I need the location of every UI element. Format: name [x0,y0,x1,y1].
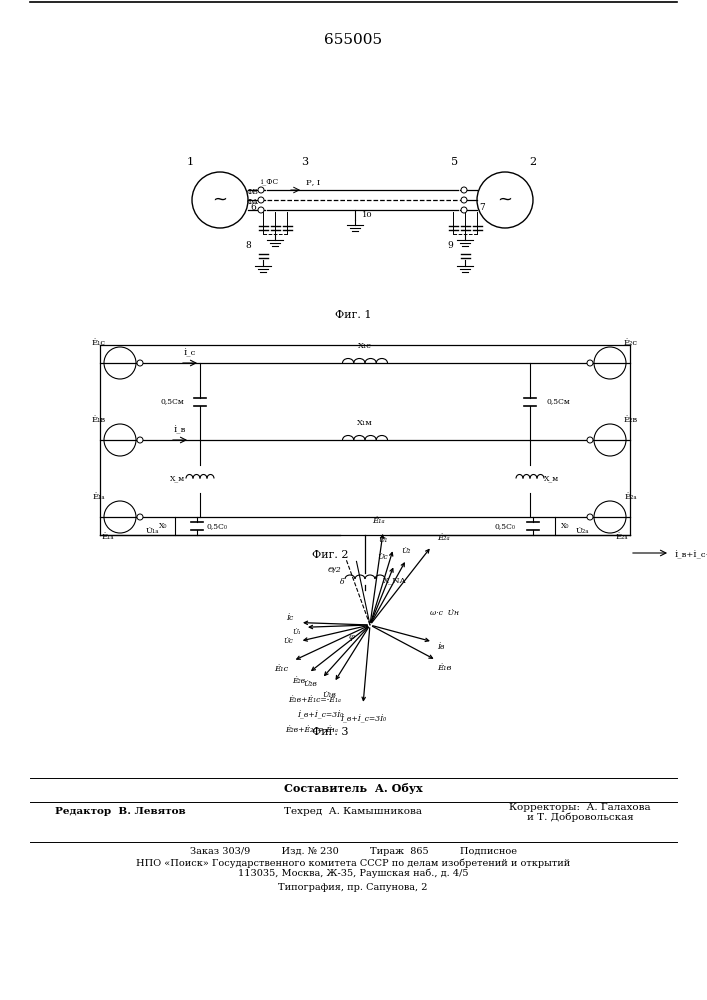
Text: и Т. Добровольская: и Т. Добровольская [527,812,633,822]
Circle shape [137,360,143,366]
Text: İ_в+İ_с=3İ₀: İ_в+İ_с=3İ₀ [297,711,343,719]
Text: 3: 3 [301,157,308,167]
Text: Фиг. 1: Фиг. 1 [334,310,371,320]
Text: ~: ~ [213,191,228,209]
Text: 0,5C₀: 0,5C₀ [494,522,515,530]
Circle shape [461,187,467,193]
Text: ω·с  U̇н: ω·с U̇н [431,609,460,617]
Text: ФА: ФА [247,198,259,206]
Text: 6: 6 [250,202,256,212]
Text: Ė₁с: Ė₁с [92,339,106,347]
Text: Типография, пр. Сапунова, 2: Типография, пр. Сапунова, 2 [279,882,428,892]
Text: İ_с: İ_с [184,349,196,357]
Circle shape [137,514,143,520]
Text: Θ/2: Θ/2 [328,566,342,574]
Text: U̇₂: U̇₂ [402,547,411,555]
Text: Ė₂ₐ: Ė₂ₐ [616,533,629,541]
Text: U̇₂ₐ: U̇₂ₐ [575,527,589,535]
Text: Фиг. 2: Фиг. 2 [312,550,349,560]
Text: X_м: X_м [544,475,559,483]
Text: X₁с: X₁с [358,342,372,350]
Text: U̇с: U̇с [377,553,387,561]
Text: 8: 8 [245,241,251,250]
Text: i_ФС: i_ФС [261,177,279,185]
Text: Ė₁ₐ: Ė₁ₐ [102,533,115,541]
Text: 5: 5 [452,157,459,167]
Text: δ: δ [339,578,344,586]
Text: Техред  А. Камышникова: Техред А. Камышникова [284,806,422,816]
Circle shape [461,197,467,203]
Circle shape [587,437,593,443]
Text: U̇₁: U̇₁ [293,628,301,636]
Circle shape [258,187,264,193]
Text: X_NA: X_NA [383,576,407,584]
Circle shape [137,437,143,443]
Text: Ė₁с: Ė₁с [274,665,288,673]
Text: X_м: X_м [170,475,185,483]
Text: İ_в: İ_в [174,426,186,434]
Text: 9: 9 [447,241,453,250]
Text: Ė₂ₐ: Ė₂ₐ [625,493,637,501]
Text: İв: İв [437,643,445,651]
Text: 2: 2 [530,157,537,167]
Text: Ė₂с: Ė₂с [624,339,638,347]
Text: İ_в+İ_с=3İ₀: İ_в+İ_с=3İ₀ [340,714,386,723]
Text: Редактор  В. Левятов: Редактор В. Левятов [54,806,185,816]
Circle shape [587,514,593,520]
Text: İ_в+İ_с+3İ₀: İ_в+İ_с+3İ₀ [675,551,707,559]
Text: U̇с: U̇с [283,637,293,645]
Circle shape [461,207,467,213]
Text: Ė₂ₐ: Ė₂ₐ [437,534,450,542]
Text: Ė₂в: Ė₂в [624,416,638,424]
Text: 7: 7 [479,202,485,212]
Text: U̇₁ₐ: U̇₁ₐ [145,527,159,535]
Text: Ė₂в: Ė₂в [292,677,305,685]
Text: X₀: X₀ [159,522,168,530]
Text: 0,5C₀: 0,5C₀ [206,522,228,530]
Text: Ė₁в: Ė₁в [92,416,106,424]
Text: Р, I: Р, I [306,178,320,186]
Text: φ: φ [349,633,355,641]
Text: U̇₁: U̇₁ [379,536,388,544]
Text: Корректоры:  А. Галахова: Корректоры: А. Галахова [509,802,651,812]
Text: Фиг. 3: Фиг. 3 [312,727,349,737]
Text: 0,5Cм: 0,5Cм [546,397,570,406]
Text: Заказ 303/9          Изд. № 230          Тираж  865          Подписное: Заказ 303/9 Изд. № 230 Тираж 865 Подписн… [189,848,517,856]
Text: 10: 10 [362,211,373,219]
Text: 1: 1 [187,157,194,167]
Circle shape [587,360,593,366]
Text: Ė₁ₐ: Ė₁ₐ [93,493,105,501]
Text: İс: İс [286,614,293,622]
Text: U̇₂в: U̇₂в [303,680,317,688]
Text: Ė₁в: Ė₁в [437,664,451,672]
Text: ~: ~ [498,191,513,209]
Text: ФВ: ФВ [247,188,259,196]
Text: Ė₁в+Ė₁с=-Ė₁ₐ: Ė₁в+Ė₁с=-Ė₁ₐ [288,696,341,704]
Circle shape [258,207,264,213]
Text: 0,5Cм: 0,5Cм [160,397,184,406]
Text: Составитель  А. Обух: Составитель А. Обух [284,782,422,794]
Circle shape [258,197,264,203]
Text: Ė₂в+Ė₂с=-Ė₁ₐ: Ė₂в+Ė₂с=-Ė₁ₐ [286,726,339,734]
Text: 113035, Москва, Ж-35, Раушская наб., д. 4/5: 113035, Москва, Ж-35, Раушская наб., д. … [238,868,468,878]
Text: Ė₁ₐ: Ė₁ₐ [372,517,385,525]
Text: НПО «Поиск» Государственного комитета СССР по делам изобретений и открытий: НПО «Поиск» Государственного комитета СС… [136,858,570,868]
Text: X₀: X₀ [561,522,569,530]
Text: X₁м: X₁м [357,419,373,427]
Text: U̇₁в: U̇₁в [322,691,336,699]
Text: 655005: 655005 [324,33,382,47]
